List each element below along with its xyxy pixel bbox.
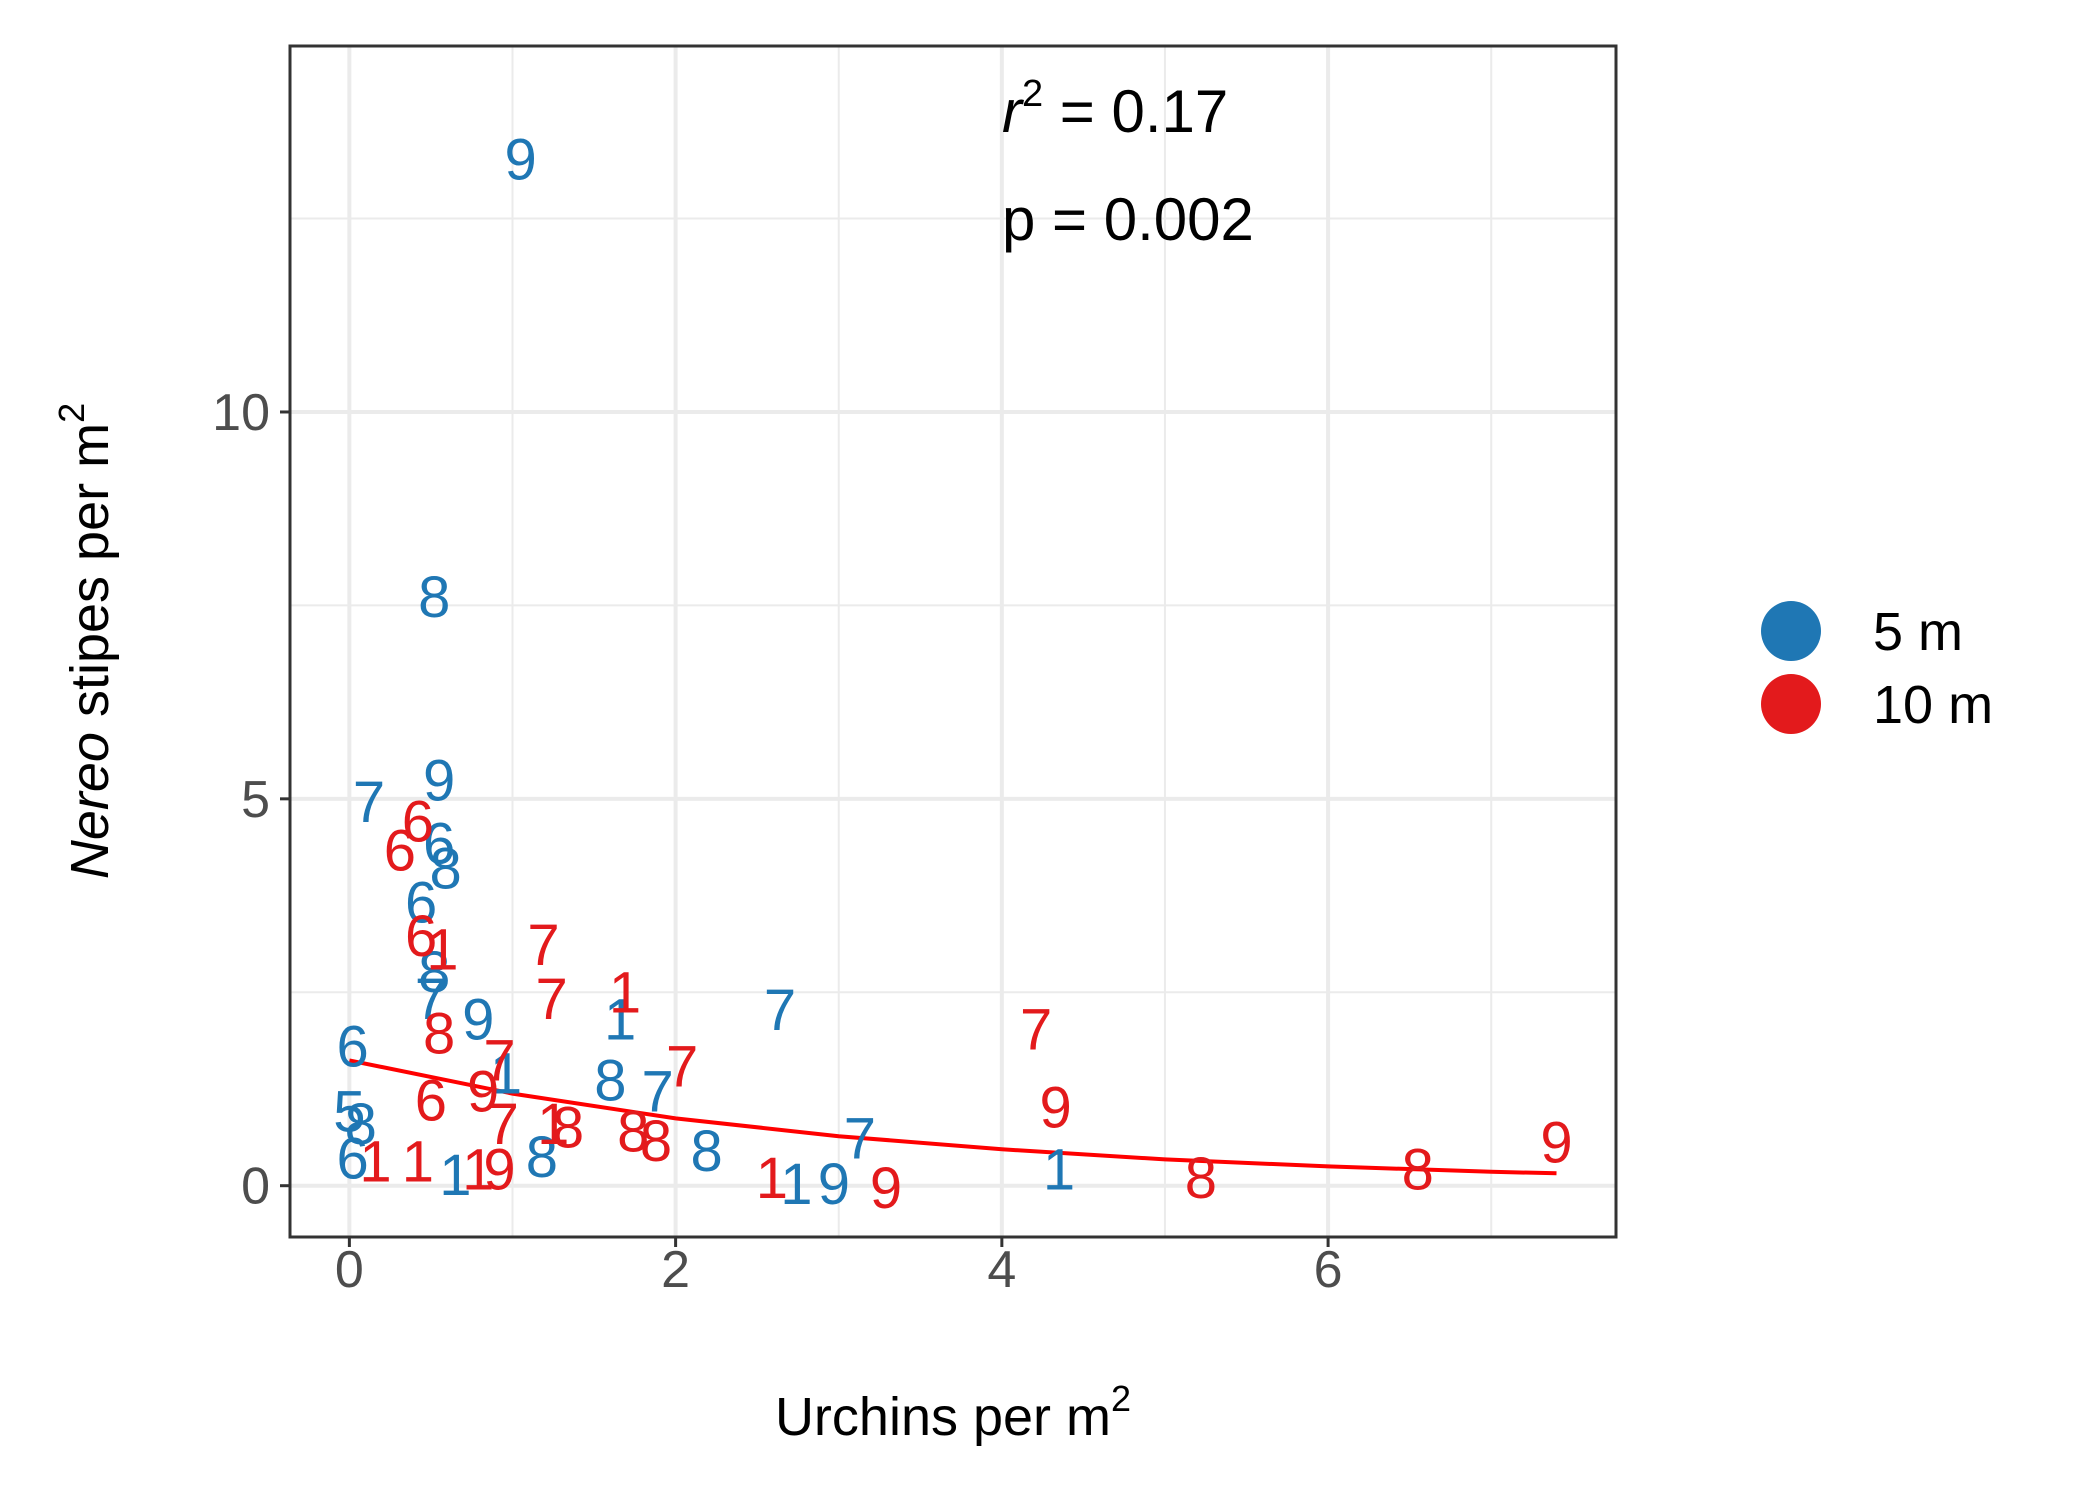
legend-marker (1761, 674, 1821, 734)
point-label: 6 (337, 1014, 369, 1079)
point-label: 6 (337, 1127, 369, 1192)
point-label: 1 (439, 1143, 471, 1208)
point-label: 6 (384, 819, 416, 884)
point-label: 8 (345, 1092, 377, 1157)
point-label: 8 (552, 1096, 584, 1161)
point-label: 6 (415, 1069, 447, 1134)
x-tick-label: 4 (987, 1241, 1016, 1299)
point-label: 5 (333, 1079, 365, 1144)
italic-text: Nereo (60, 732, 120, 879)
point-label: 6 (423, 812, 455, 877)
point-label: 8 (429, 836, 461, 901)
point-label: 9 (423, 748, 455, 813)
point-label: 8 (594, 1048, 626, 1113)
point-label: 7 (642, 1059, 674, 1124)
y-axis-title: Nereo stipes per m2 (51, 403, 120, 879)
superscript: 2 (1111, 1378, 1131, 1419)
plot-border (288, 44, 1618, 1239)
point-label: 9 (1540, 1110, 1572, 1175)
legend-marker (1761, 601, 1821, 661)
point-label: 8 (526, 1125, 558, 1190)
legend-label: 10 m (1873, 675, 1993, 735)
point-label: 8 (640, 1109, 672, 1174)
point-label: 9 (1040, 1076, 1072, 1141)
plot-panel (290, 46, 1616, 1237)
point-label: 1 (604, 987, 636, 1052)
point-label: 9 (467, 1059, 499, 1124)
point-label: 8 (690, 1119, 722, 1184)
fit-line (349, 1058, 1557, 1176)
point-label: 7 (415, 967, 447, 1032)
text: = 0.17 (1043, 78, 1228, 145)
text: p = 0.002 (1002, 186, 1254, 253)
point-label: 7 (483, 1028, 515, 1093)
x-tick-label: 0 (335, 1241, 364, 1299)
point-label: 8 (1402, 1137, 1434, 1202)
point-label: 1 (609, 960, 641, 1025)
point-label: 9 (818, 1152, 850, 1217)
annotation: p = 0.002 (1002, 186, 1254, 253)
point-label: 1 (537, 1092, 569, 1157)
point-label: 6 (402, 789, 434, 854)
point-label: 8 (1185, 1146, 1217, 1211)
x-axis-title: Urchins per m2 (775, 1378, 1131, 1447)
legend-label: 5 m (1873, 602, 1963, 662)
point-label: 6 (405, 871, 437, 936)
point-label: 7 (1020, 997, 1052, 1062)
y-tick-label: 5 (241, 771, 270, 829)
italic-text: r (1002, 78, 1024, 145)
point-label: 1 (490, 1042, 522, 1107)
y-tick-label: 0 (241, 1158, 270, 1216)
point-label: 7 (666, 1035, 698, 1100)
text: stipes per m (60, 423, 120, 732)
point-label: 1 (462, 1137, 494, 1202)
point-label: 8 (617, 1100, 649, 1165)
point-label: 7 (487, 1092, 519, 1157)
point-label: 7 (844, 1107, 876, 1172)
point-label: 7 (536, 967, 568, 1032)
point-label: 8 (418, 940, 450, 1005)
point-label: 9 (870, 1156, 902, 1221)
point-label: 7 (527, 913, 559, 978)
superscript: 2 (1022, 73, 1043, 115)
point-label: 1 (1043, 1137, 1075, 1202)
superscript: 2 (51, 403, 92, 423)
annotation: r2 = 0.17 (1002, 73, 1228, 145)
y-tick-label: 10 (212, 384, 270, 442)
point-label: 1 (402, 1130, 434, 1195)
point-label: 8 (418, 565, 450, 630)
point-label: 1 (756, 1146, 788, 1211)
point-label: 9 (483, 1137, 515, 1202)
point-label: 7 (764, 978, 796, 1043)
point-label: 1 (426, 918, 458, 983)
point-label: 1 (780, 1152, 812, 1217)
text: Urchins per m (775, 1387, 1111, 1447)
point-label: 9 (462, 987, 494, 1052)
x-tick-label: 2 (661, 1241, 690, 1299)
point-label: 9 (505, 128, 537, 193)
point-label: 8 (423, 1001, 455, 1066)
x-tick-label: 6 (1314, 1241, 1343, 1299)
point-label: 1 (359, 1130, 391, 1195)
point-label: 7 (353, 770, 385, 835)
point-label: 6 (405, 904, 437, 969)
